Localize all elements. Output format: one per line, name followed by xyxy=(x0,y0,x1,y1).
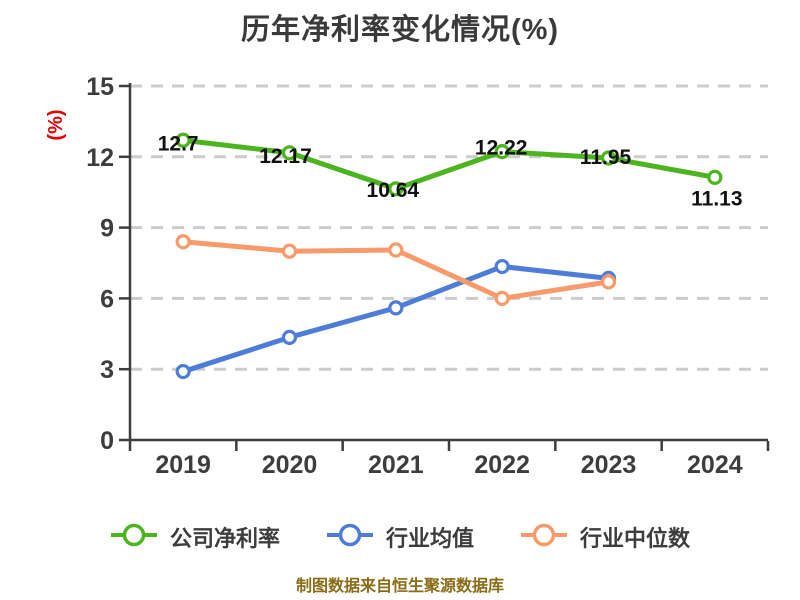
chart-title: 历年净利率变化情况(%) xyxy=(240,14,560,46)
legend-marker-orange-icon xyxy=(520,522,568,553)
legend-item-company-net-margin[interactable]: 公司净利率 xyxy=(110,521,280,553)
legend-item-industry-median[interactable]: 行业中位数 xyxy=(520,521,690,553)
svg-text:2024: 2024 xyxy=(687,451,743,479)
svg-text:6: 6 xyxy=(100,285,114,313)
legend-label-industry-median: 行业中位数 xyxy=(580,526,691,551)
svg-text:2021: 2021 xyxy=(368,451,424,479)
svg-text:11.13: 11.13 xyxy=(691,187,742,210)
svg-text:9: 9 xyxy=(100,215,114,243)
svg-text:12: 12 xyxy=(86,144,114,172)
svg-text:2019: 2019 xyxy=(155,451,211,479)
legend-marker-green-icon xyxy=(110,522,158,553)
legend-item-industry-mean[interactable]: 行业均值 xyxy=(326,521,474,553)
legend-label-industry-mean: 行业均值 xyxy=(385,526,474,551)
data-source-note: 制图数据来自恒生聚源数据库 xyxy=(295,578,504,595)
svg-text:2020: 2020 xyxy=(262,451,318,479)
legend-label-company-net-margin: 公司净利率 xyxy=(169,526,280,551)
svg-text:12.7: 12.7 xyxy=(158,132,199,155)
svg-text:12.17: 12.17 xyxy=(259,145,312,168)
svg-text:(%): (%) xyxy=(45,109,67,140)
svg-text:11.95: 11.95 xyxy=(580,146,632,169)
svg-text:12.22: 12.22 xyxy=(475,137,528,160)
svg-text:0: 0 xyxy=(100,427,114,455)
line-chart-canvas: 0 3 6 9 12 15 2019 2020 2021 2022 2023 2024 (%) 12.7 1… xyxy=(45,73,770,479)
svg-text:3: 3 xyxy=(100,356,114,384)
svg-text:10.64: 10.64 xyxy=(367,179,420,202)
svg-text:2023: 2023 xyxy=(581,451,637,479)
legend: 公司净利率 行业均值 行业中位数 xyxy=(0,514,800,560)
svg-text:15: 15 xyxy=(86,73,114,101)
svg-text:2022: 2022 xyxy=(474,451,530,479)
legend-marker-blue-icon xyxy=(326,522,374,553)
